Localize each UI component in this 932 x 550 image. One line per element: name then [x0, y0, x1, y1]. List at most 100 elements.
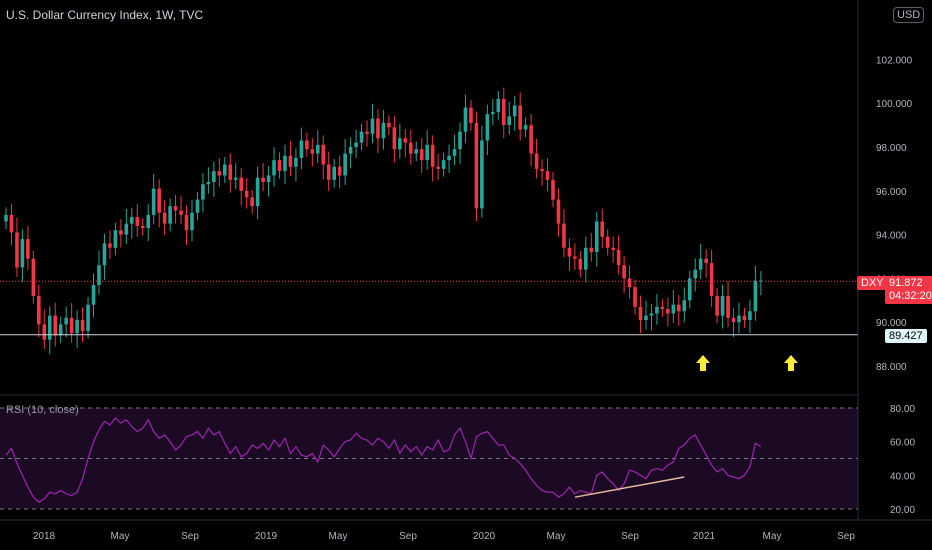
- candle-body: [266, 175, 271, 183]
- currency-selector[interactable]: USD: [893, 7, 925, 23]
- candle-body: [69, 317, 74, 334]
- candle-body: [491, 111, 495, 115]
- candle-body: [687, 278, 692, 301]
- candle-body: [436, 166, 440, 169]
- candle-body: [91, 284, 96, 305]
- candle-body: [704, 258, 708, 264]
- candle-body: [403, 138, 408, 143]
- rsi-indicator-label[interactable]: RSI (10, close): [6, 404, 79, 416]
- time-tick-label: Sep: [621, 531, 639, 542]
- time-tick-label: May: [763, 531, 782, 542]
- rsi-panel: [0, 407, 858, 510]
- candle-body: [458, 131, 462, 150]
- candle-body: [649, 313, 654, 316]
- candle-body: [720, 295, 725, 316]
- candle-body: [305, 140, 309, 150]
- candle-body: [682, 300, 687, 312]
- price-tick-label: 98.000: [876, 143, 907, 154]
- candle-body: [9, 214, 14, 233]
- candle-body: [677, 304, 681, 312]
- candle-body: [168, 206, 172, 224]
- candle-body: [671, 304, 676, 314]
- candle-body: [233, 177, 238, 180]
- candle-body: [288, 155, 293, 167]
- candle-body: [567, 247, 572, 257]
- candle-body: [244, 190, 249, 198]
- candle-body: [206, 182, 211, 185]
- price-tick-label: 96.000: [876, 187, 907, 198]
- candle-body: [97, 265, 101, 285]
- last-price-tag: 91.872 04:32:20: [885, 276, 932, 304]
- candle-body: [113, 230, 118, 248]
- candle-body: [228, 164, 233, 180]
- candle-body: [709, 263, 714, 296]
- candle-body: [173, 206, 178, 211]
- candle-body: [179, 210, 183, 215]
- candle-body: [644, 315, 648, 321]
- candle-body: [430, 144, 435, 167]
- candle-body: [151, 188, 156, 215]
- candle-body: [217, 171, 222, 176]
- candle-body: [518, 105, 522, 130]
- rsi-tick-label: 20.00: [890, 505, 915, 516]
- time-tick-label: 2019: [255, 531, 278, 542]
- candle-body: [698, 258, 703, 270]
- candle-body: [157, 188, 161, 213]
- candle-body: [201, 184, 205, 200]
- candle-body: [485, 114, 490, 141]
- candle-body: [551, 179, 555, 200]
- candle-body: [589, 247, 594, 253]
- candle-body: [348, 147, 353, 154]
- candle-body: [42, 324, 47, 340]
- candle-body: [80, 320, 85, 331]
- candle-body: [190, 212, 194, 231]
- candle-body: [715, 295, 719, 316]
- candle-body: [562, 223, 566, 248]
- bar-countdown: 04:32:20: [889, 290, 932, 302]
- candle-body: [195, 199, 200, 213]
- candle-body: [31, 258, 36, 296]
- rsi-trendline: [574, 476, 685, 498]
- candle-body: [594, 221, 599, 253]
- candle-body: [272, 160, 276, 176]
- candle-body: [501, 98, 506, 126]
- candle-body: [584, 247, 588, 270]
- candle-body: [239, 177, 244, 191]
- candle-body: [146, 214, 151, 229]
- candle-body: [726, 295, 730, 318]
- candle-body: [556, 199, 561, 224]
- candle-body: [534, 153, 539, 169]
- candle-body: [660, 306, 665, 310]
- candle-body: [627, 278, 632, 288]
- candle-body: [135, 217, 140, 226]
- candle-body: [425, 144, 429, 161]
- candle-body: [343, 153, 347, 176]
- candle-body: [26, 238, 30, 259]
- candle-body: [299, 140, 304, 158]
- candle-body: [53, 315, 58, 336]
- candle-body: [638, 306, 643, 321]
- candle-body: [523, 125, 528, 130]
- candle-body: [108, 243, 112, 248]
- candle-body: [392, 127, 397, 150]
- candle-body: [162, 212, 167, 224]
- candle-body: [250, 197, 254, 207]
- candle-body: [731, 317, 736, 323]
- candle-body: [693, 269, 698, 279]
- candle-body: [441, 160, 446, 169]
- candle-body: [223, 164, 227, 176]
- candle-body: [370, 118, 375, 134]
- candle-body: [37, 295, 41, 325]
- candle-body: [365, 131, 369, 134]
- candle-body: [387, 122, 391, 128]
- candle-body: [15, 232, 19, 268]
- time-tick-label: Sep: [181, 531, 199, 542]
- candle-body: [447, 155, 451, 161]
- price-tick-label: 90.000: [876, 318, 907, 329]
- candle-body: [86, 304, 90, 331]
- last-price-value: 91.872: [889, 277, 923, 289]
- candle-body: [64, 317, 68, 325]
- candle-body: [655, 306, 659, 314]
- candle-body: [622, 265, 626, 279]
